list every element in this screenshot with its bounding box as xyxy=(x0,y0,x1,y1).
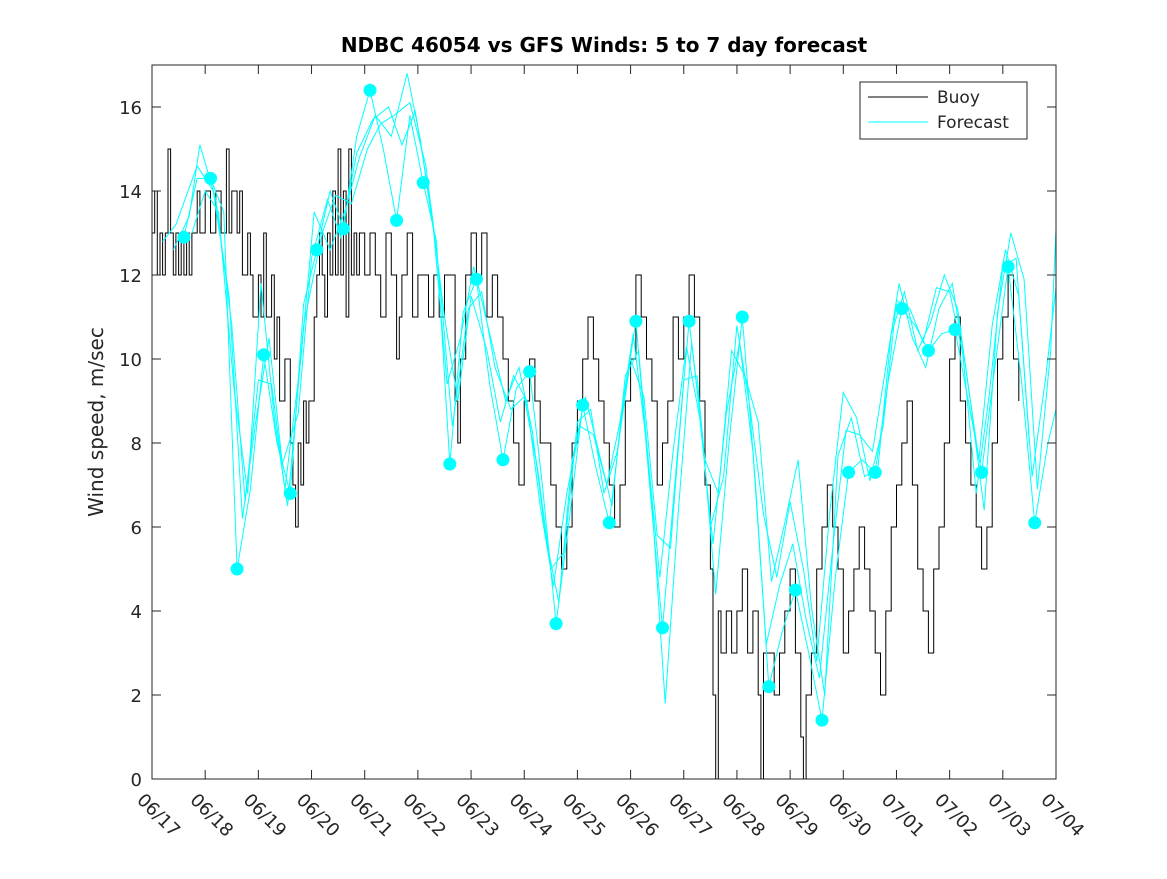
forecast-marker xyxy=(629,314,643,328)
forecast-run-line-2 xyxy=(162,106,1057,679)
forecast-marker xyxy=(496,453,510,467)
y-tick-label: 8 xyxy=(131,434,142,455)
forecast-marker xyxy=(416,176,430,190)
forecast-marker xyxy=(602,516,616,530)
y-tick-label: 0 xyxy=(131,770,142,791)
forecast-run-line-4 xyxy=(191,101,1030,662)
forecast-marker xyxy=(735,310,749,324)
forecast-marker xyxy=(469,272,483,286)
forecast-marker xyxy=(895,302,909,316)
forecast-marker xyxy=(443,457,457,471)
y-tick-label: 14 xyxy=(119,182,142,203)
forecast-marker xyxy=(576,398,590,412)
y-tick-label: 2 xyxy=(131,686,142,707)
axes-box xyxy=(151,64,1057,780)
forecast-marker xyxy=(1028,516,1042,530)
legend-forecast-label: Forecast xyxy=(937,113,1009,133)
forecast-marker xyxy=(1001,260,1015,274)
forecast-marker xyxy=(390,213,404,227)
legend-box xyxy=(859,81,1028,140)
forecast-marker xyxy=(948,323,962,337)
forecast-marker xyxy=(815,713,829,727)
forecast-marker xyxy=(257,348,271,362)
forecast-marker xyxy=(523,365,537,379)
forecast-marker xyxy=(656,621,669,635)
y-tick-label: 6 xyxy=(131,518,142,539)
forecast-marker xyxy=(230,562,244,576)
forecast-marker xyxy=(842,465,856,479)
y-axis-label: Wind speed, m/sec xyxy=(84,327,108,517)
y-tick-label: 4 xyxy=(131,602,142,623)
y-tick-label: 12 xyxy=(119,266,142,287)
forecast-marker xyxy=(204,171,217,185)
legend: Buoy Forecast xyxy=(859,81,1028,140)
forecast-marker xyxy=(788,583,802,597)
forecast-marker xyxy=(177,230,191,244)
forecast-marker xyxy=(283,486,297,500)
forecast-marker xyxy=(921,344,935,358)
forecast-marker xyxy=(868,465,882,479)
y-tick-label: 10 xyxy=(119,350,142,371)
forecast-marker xyxy=(762,680,776,694)
forecast-marker xyxy=(363,83,377,97)
forecast-marker xyxy=(682,314,696,328)
forecast-marker xyxy=(549,617,563,631)
y-tick-label: 16 xyxy=(119,98,142,119)
chart-title: NDBC 46054 vs GFS Winds: 5 to 7 day fore… xyxy=(341,33,868,57)
buoy-series-line xyxy=(152,148,1020,780)
series-layer xyxy=(152,73,1057,780)
forecast-run-line-1 xyxy=(183,90,1057,721)
forecast-marker xyxy=(336,222,350,236)
legend-buoy-label: Buoy xyxy=(937,88,980,108)
forecast-marker xyxy=(975,465,989,479)
forecast-marker xyxy=(310,243,324,257)
